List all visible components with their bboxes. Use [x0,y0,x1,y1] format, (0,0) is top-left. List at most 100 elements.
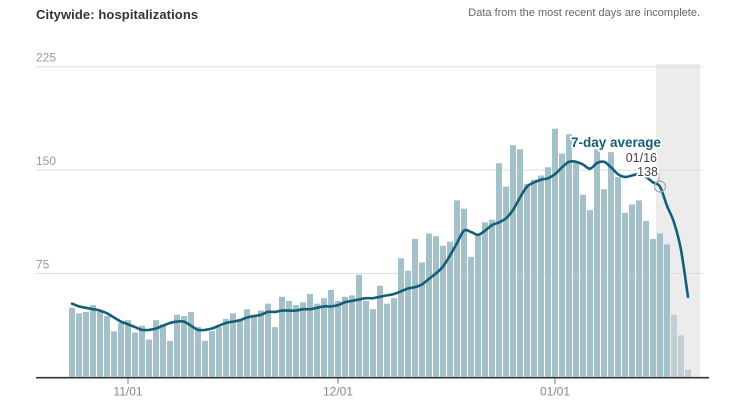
bar[interactable] [167,340,173,377]
bar[interactable] [202,340,208,377]
bar[interactable] [181,316,187,377]
bar[interactable] [307,294,313,377]
bar[interactable] [314,303,320,377]
bar[interactable] [321,298,327,377]
bar[interactable] [608,152,614,377]
bar[interactable] [279,296,285,377]
bar[interactable] [503,186,509,377]
bar[interactable] [363,300,369,377]
bar[interactable] [405,270,411,377]
bar[interactable] [83,311,89,377]
bar[interactable] [566,134,572,377]
bar[interactable] [132,332,138,377]
bar[interactable] [685,369,691,377]
bar[interactable] [118,322,124,377]
bar[interactable] [209,331,215,377]
bar[interactable] [559,153,565,377]
bar[interactable] [76,313,82,377]
bar[interactable] [258,310,264,377]
bar[interactable] [174,314,180,377]
bar[interactable] [342,296,348,377]
bar[interactable] [69,307,75,377]
bar[interactable] [657,233,663,377]
bar[interactable] [629,204,635,377]
bar[interactable] [664,244,670,377]
bar[interactable] [300,302,306,377]
x-axis-tick-label: 11/01 [113,385,142,399]
seven-day-average-line [70,159,690,332]
bar[interactable] [594,149,600,377]
bar[interactable] [517,149,523,377]
bar[interactable] [188,311,194,377]
bar[interactable] [412,238,418,377]
bar[interactable] [153,320,159,377]
annotation-marker [653,180,667,193]
bar[interactable] [335,300,341,377]
bar[interactable] [265,303,271,377]
bar[interactable] [419,262,425,377]
bar[interactable] [356,274,362,377]
bar[interactable] [461,208,467,377]
bar[interactable] [426,233,432,377]
annotation-value-label: 138 [637,165,658,179]
bar[interactable] [580,194,586,377]
x-axis-tick-label: 12/01 [323,385,353,399]
incomplete-region-band [656,64,700,377]
bar[interactable] [223,318,229,377]
bar[interactable] [538,175,544,377]
bar[interactable] [622,212,628,377]
bar[interactable] [545,167,551,377]
bar[interactable] [286,300,292,377]
bar[interactable] [195,327,201,377]
bar[interactable] [587,209,593,377]
bar[interactable] [510,145,516,377]
bar[interactable] [650,238,656,377]
bar[interactable] [678,335,684,377]
bar[interactable] [97,311,103,377]
chart-header: Citywide: hospitalizations Data from the… [0,0,730,22]
bar[interactable] [552,128,558,377]
bar[interactable] [216,327,222,377]
y-axis-tick-label: 75 [36,257,50,271]
bar[interactable] [244,309,250,377]
bar[interactable] [475,234,481,377]
bar[interactable] [160,324,166,377]
bar[interactable] [90,305,96,377]
bar[interactable] [496,163,502,377]
bar[interactable] [230,313,236,377]
bar[interactable] [111,331,117,377]
bar[interactable] [468,256,474,377]
bar[interactable] [524,183,530,377]
bar[interactable] [328,289,334,377]
bar[interactable] [384,303,390,377]
bar[interactable] [489,219,495,377]
bar[interactable] [531,179,537,377]
bar[interactable] [237,318,243,377]
bar[interactable] [146,339,152,377]
bar[interactable] [125,320,131,377]
annotation-date-label: 01/16 [626,151,657,165]
bar[interactable] [433,236,439,377]
bar[interactable] [601,189,607,377]
bar[interactable] [391,298,397,377]
bar[interactable] [349,295,355,377]
bar[interactable] [104,316,110,377]
bar[interactable] [643,221,649,377]
bar[interactable] [615,176,621,377]
bar[interactable] [251,314,257,377]
bar[interactable] [447,241,453,377]
bar[interactable] [573,163,579,377]
bar[interactable] [454,200,460,377]
bar[interactable] [272,327,278,377]
bar[interactable] [377,285,383,377]
bar[interactable] [440,245,446,377]
bar[interactable] [636,200,642,377]
bar[interactable] [139,325,145,377]
bar[interactable] [370,309,376,377]
bar[interactable] [482,222,488,377]
bar[interactable] [398,258,404,377]
bar[interactable] [293,305,299,377]
bar[interactable] [671,314,677,377]
